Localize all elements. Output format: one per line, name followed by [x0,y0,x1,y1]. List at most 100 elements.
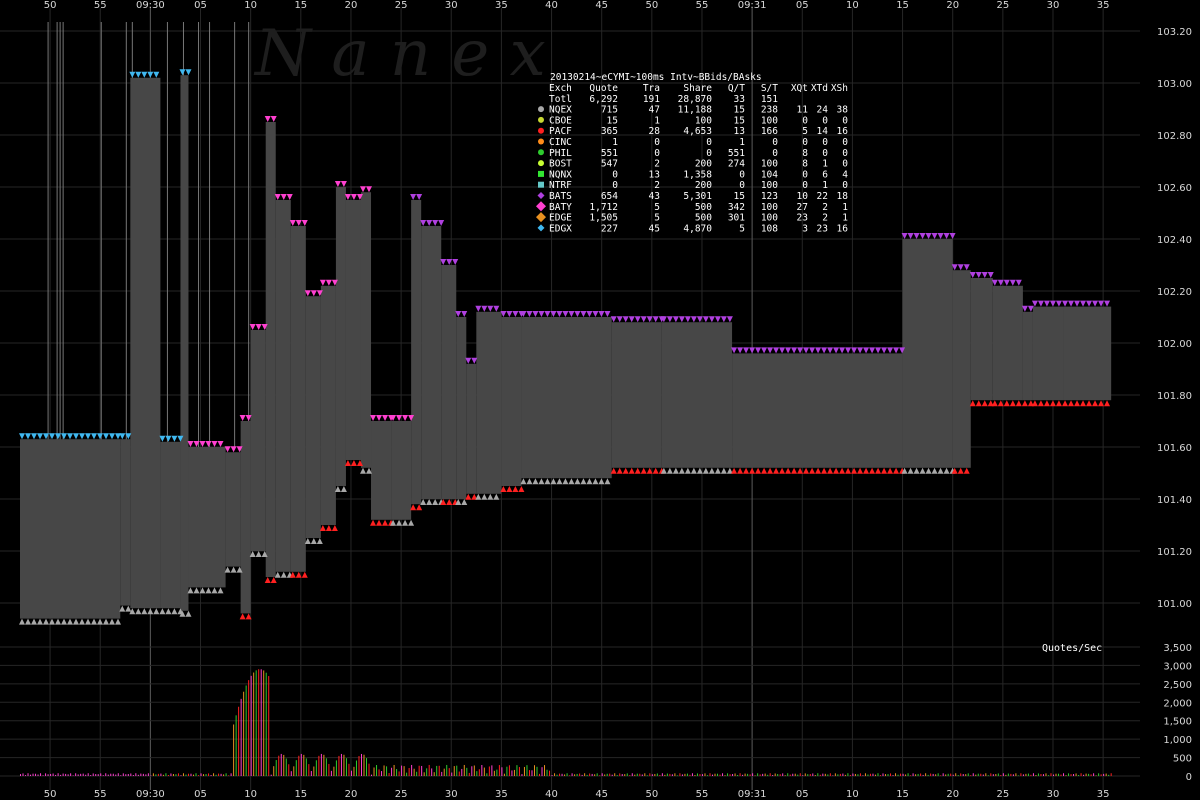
volume-bar [794,773,796,776]
volume-tick-label: 1,000 [1163,735,1192,746]
volume-bar [461,768,463,776]
volume-bar [792,773,794,776]
volume-bar [42,775,44,776]
legend-cell: 2 [822,202,828,213]
bid-marker [610,467,617,474]
legend-cell: 22 [817,191,828,202]
volume-bar [95,774,97,776]
volume-bar [890,773,892,776]
volume-bar [283,754,285,776]
bid-marker [907,467,914,474]
volume-axis-label: Quotes/Sec [1042,643,1102,654]
volume-bar [970,775,972,776]
volume-bar [814,775,816,776]
bid-marker [518,486,525,492]
legend-cell: 15 [734,191,745,202]
volume-bar [742,774,744,776]
volume-bar [57,773,59,776]
legend-cell: 100 [761,180,778,191]
legend-cell: 654 [601,191,618,202]
ask-marker [586,311,593,317]
ask-marker [666,316,673,323]
bid-marker [359,467,366,474]
volume-bar [1090,774,1092,776]
volume-bar [1058,773,1060,776]
volume-bar [175,774,177,776]
volume-bar [1012,774,1014,776]
volume-bar [488,766,490,776]
volume-bar [90,775,92,776]
x-tick-label-bottom: 20 [946,789,959,800]
volume-bar [333,766,335,776]
bid-marker [310,538,317,544]
volume-bar [817,773,819,776]
ask-marker [493,305,500,312]
ask-marker [678,316,685,323]
bid-marker [461,499,468,505]
volume-bar [681,774,683,776]
volume-bar [298,755,300,776]
bid-ask-spread-segment [952,270,971,468]
volume-bar [819,774,821,776]
bid-marker [129,608,136,615]
volume-bar [433,772,435,776]
volume-bar [441,771,443,776]
x-tick-label-bottom: 15 [896,789,909,800]
x-tick-label-top: 09:31 [738,0,767,11]
bid-marker [408,519,415,526]
bid-marker [455,499,462,505]
volume-bar [245,685,247,776]
bid-ask-spread-segment [305,296,321,538]
legend-cell: 104 [761,169,778,180]
volume-bar [491,765,493,776]
volume-tick-label: 2,000 [1163,698,1192,709]
volume-bar [1047,775,1049,776]
x-tick-label-bottom: 25 [996,789,1009,800]
bid-marker [301,571,308,578]
volume-bar [581,774,583,776]
volume-tick-label: 0 [1186,772,1192,783]
volume-bar [258,669,260,776]
ask-marker [236,446,243,453]
legend-cell: 10 [797,191,809,202]
bid-marker [376,519,383,526]
volume-bar [569,775,571,776]
volume-bar [849,774,851,776]
ask-marker [791,347,798,354]
x-tick-label-top: 20 [946,0,959,11]
volume-bar [363,754,365,776]
volume-bar [140,773,142,776]
ask-marker [97,433,103,440]
legend-cell: 100 [761,159,778,170]
ask-marker [264,116,271,122]
ask-marker [708,316,715,323]
volume-bar [1025,773,1027,776]
ask-marker [91,433,97,440]
volume-bar [135,773,137,776]
volume-bar [631,773,633,776]
legend-cell: 5,301 [683,191,712,202]
bid-marker [875,467,882,474]
volume-bar [807,774,809,776]
ask-marker [274,194,281,200]
legend-marker-circle [538,160,544,167]
bid-ask-spread-segment [180,75,189,611]
bid-marker [598,478,605,485]
legend-header-cell: S/T [761,83,778,94]
volume-bar [611,774,613,776]
ask-marker [109,433,115,440]
bid-marker [622,467,629,474]
volume-bar [182,773,184,776]
bid-marker [103,618,109,625]
volume-bar [739,773,741,776]
legend-cell: 2 [822,213,828,224]
volume-bar [1103,773,1105,776]
bid-marker [640,467,647,474]
bid-ask-spread-segment [320,285,336,525]
y-tick-label: 101.20 [1157,547,1192,558]
volume-bar [737,774,739,776]
volume-bar [1032,773,1034,776]
volume-bar [92,773,94,776]
volume-bar [985,773,987,776]
volume-bar [268,676,270,776]
